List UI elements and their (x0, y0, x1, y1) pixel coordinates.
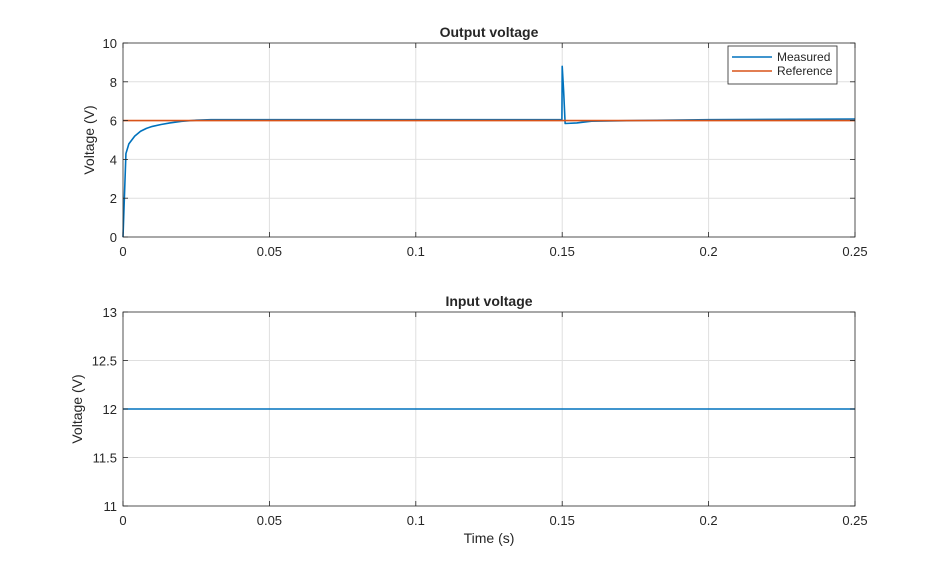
x-tick-label: 0 (119, 244, 126, 259)
x-tick-label: 0.2 (700, 244, 718, 259)
x-tick-label: 0.15 (550, 244, 575, 259)
x-tick-label: 0.05 (257, 513, 282, 528)
axes-box (122, 42, 856, 238)
y-axis-label: Voltage (V) (69, 374, 85, 443)
y-tick-label: 11 (104, 499, 118, 514)
x-tick-label: 0 (119, 513, 126, 528)
x-tick-label: 0.1 (407, 513, 425, 528)
subplot-1: 0 0.05 0.1 0.15 0.2 0.25 0 2 4 6 8 10 Output voltage… (81, 24, 868, 259)
legend-box (727, 45, 838, 85)
x-tick-label: 0.15 (550, 513, 575, 528)
x-tick-label: 0.25 (842, 244, 867, 259)
y-tick-label: 10 (103, 36, 117, 51)
legend-label-reference: Reference (777, 64, 833, 78)
y-tick-label: 13 (103, 305, 117, 320)
y-tick-label: 0 (110, 230, 117, 245)
y-tick-label: 6 (110, 114, 117, 129)
x-tick-label: 0.2 (700, 513, 718, 528)
legend-label-measured: Measured (777, 50, 830, 64)
y-tick-label: 2 (110, 191, 117, 206)
x-tick-label: 0.05 (257, 244, 282, 259)
y-axis-label: Voltage (V) (81, 105, 97, 174)
x-tick-label: 0.25 (842, 513, 867, 528)
x-tick-label: 0.1 (407, 244, 425, 259)
x-axis-label: Time (s) (464, 530, 515, 546)
y-tick-label: 12.5 (92, 354, 117, 369)
chart-title: Output voltage (440, 24, 539, 40)
subplot-2: 0 0.05 0.1 0.15 0.2 0.25 11 11.5 12 12.5 13 Input v… (69, 293, 868, 546)
y-tick-label: 12 (103, 402, 117, 417)
y-tick-label: 4 (110, 152, 117, 167)
chart-title: Input voltage (445, 293, 532, 309)
y-tick-label: 11.5 (93, 451, 117, 466)
y-tick-label: 8 (110, 75, 117, 90)
